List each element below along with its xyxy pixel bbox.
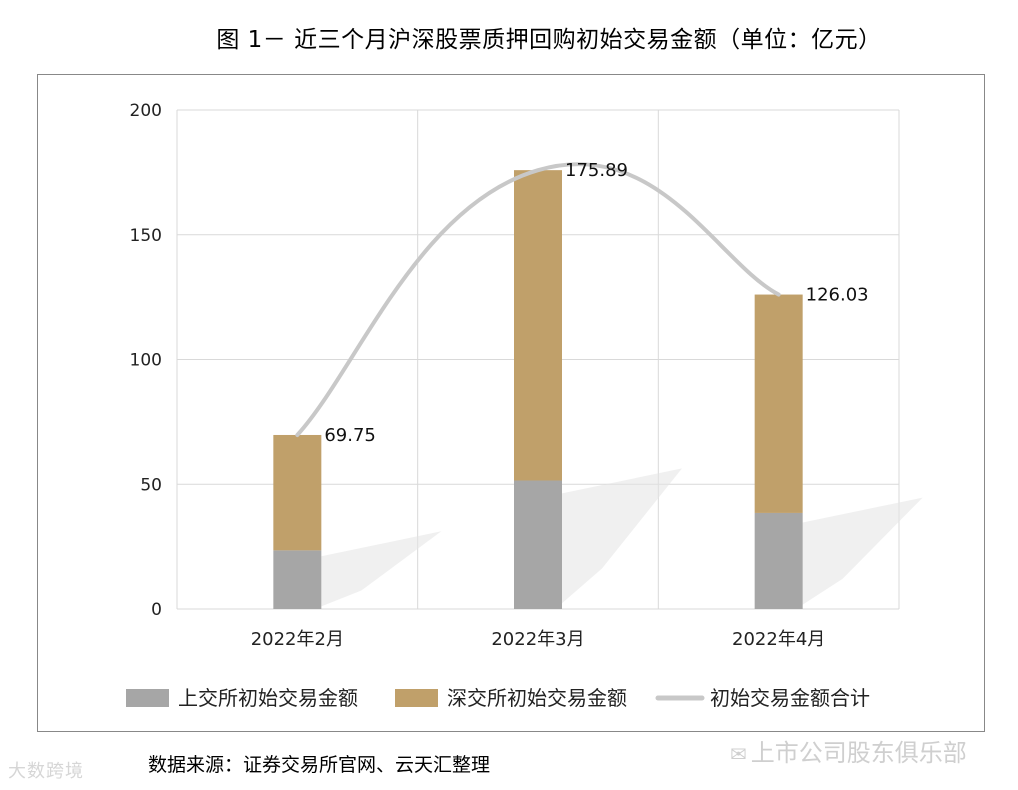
chart-title-text: 图 1－ 近三个月沪深股票质押回购初始交易金额（单位：亿元） xyxy=(216,27,882,53)
watermark-right: ✉ 上市公司股东俱乐部 xyxy=(730,733,967,768)
bar-sse xyxy=(273,550,322,609)
data-label: 69.75 xyxy=(324,425,376,446)
source-note: 数据来源：证券交易所官网、云天汇整理 xyxy=(148,754,491,776)
y-tick-label: 150 xyxy=(130,226,162,246)
watermark-right-text: 上市公司股东俱乐部 xyxy=(750,739,967,767)
bar-shadow xyxy=(802,497,923,605)
y-axis-ticks: 0 50 100 150 200 xyxy=(130,101,162,620)
legend: 上交所初始交易金额 深交所初始交易金额 初始交易金额合计 xyxy=(126,686,870,710)
chart-frame xyxy=(37,74,985,732)
legend-label: 初始交易金额合计 xyxy=(710,686,870,710)
x-category-label: 2022年2月 xyxy=(251,629,344,650)
watermark-left: 大数跨境 xyxy=(8,761,84,782)
legend-label: 上交所初始交易金额 xyxy=(178,686,358,710)
x-category-label: 2022年4月 xyxy=(732,629,825,650)
x-category-label: 2022年3月 xyxy=(491,629,584,650)
bar-shadows xyxy=(321,468,923,607)
bars xyxy=(273,170,803,609)
bar-shadow xyxy=(321,531,442,607)
legend-swatch xyxy=(395,689,438,707)
data-label: 175.89 xyxy=(565,160,628,181)
total-line-path xyxy=(295,162,781,437)
bar-shadow xyxy=(562,468,682,604)
data-labels: 69.75 175.89 126.03 xyxy=(324,160,868,446)
legend-label: 深交所初始交易金额 xyxy=(447,686,627,710)
x-axis-categories: 2022年2月 2022年3月 2022年4月 xyxy=(251,629,826,650)
total-line xyxy=(295,162,781,437)
bar-sse xyxy=(514,480,562,609)
wechat-icon: ✉ xyxy=(730,742,747,766)
y-tick-label: 0 xyxy=(151,600,162,620)
bar-szse xyxy=(273,434,322,551)
bar-szse xyxy=(754,294,803,513)
y-tick-label: 50 xyxy=(140,475,162,495)
chart-title: 图 1－ 近三个月沪深股票质押回购初始交易金额（单位：亿元） xyxy=(0,20,1018,54)
data-label: 126.03 xyxy=(806,285,869,306)
bar-sse xyxy=(754,512,803,609)
y-tick-label: 100 xyxy=(130,351,162,371)
bar-szse xyxy=(514,170,562,481)
y-tick-label: 200 xyxy=(130,101,162,121)
legend-swatch xyxy=(126,689,169,707)
